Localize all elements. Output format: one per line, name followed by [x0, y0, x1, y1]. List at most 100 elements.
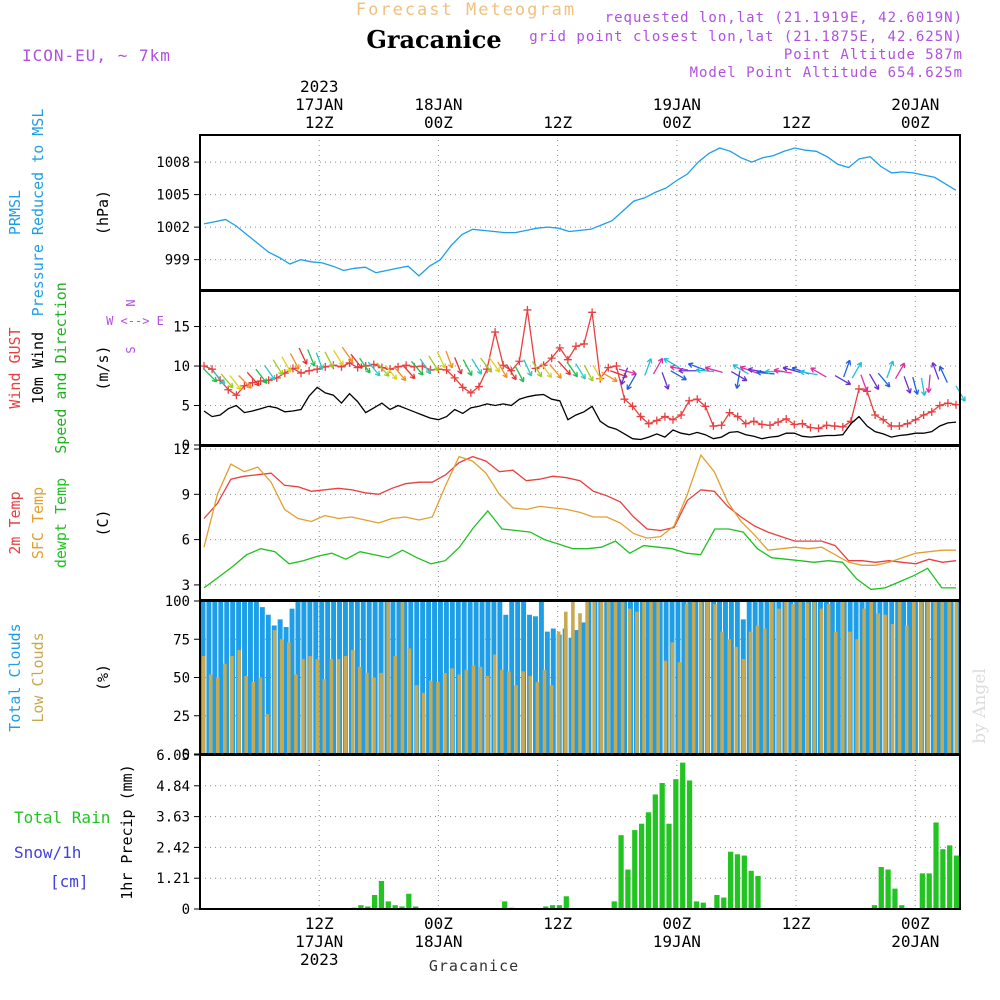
- panel-5: 0 1.21 2.42 3.63 4.84 6.05 1hr Precip (mm) Tota…: [14, 748, 961, 918]
- low-cloud-bar: [287, 642, 291, 754]
- gust-marker: [830, 422, 839, 431]
- total-cloud-bar: [331, 601, 337, 754]
- y-tick-label: 50: [173, 671, 190, 687]
- low-cloud-bar: [613, 601, 618, 754]
- rain-bar: [892, 888, 898, 909]
- series-line-10m-wind: [203, 386, 957, 441]
- low-cloud-bar: [940, 601, 945, 754]
- y-axis-unit: (%): [94, 664, 112, 691]
- panel-4: 0 25 50 75 100 Total Clouds Low Clouds (%): [6, 594, 961, 763]
- total-cloud-bar: [723, 601, 728, 754]
- low-cloud-bar: [556, 631, 561, 754]
- low-cloud-bar: [741, 659, 746, 754]
- top-time-label: 12Z: [782, 113, 811, 132]
- wind-direction-arrow: [931, 362, 940, 380]
- total-cloud-bar: [497, 601, 503, 754]
- low-cloud-bar: [727, 639, 731, 754]
- bottom-time-label: 18JAN: [414, 932, 462, 951]
- total-cloud-bar: [728, 601, 734, 754]
- wind-direction-arrow: [583, 364, 594, 382]
- wind-direction-arrow: [359, 357, 371, 374]
- y-axis-label: 2m Temp: [6, 491, 24, 554]
- gust-marker: [919, 410, 928, 419]
- gust-marker: [685, 396, 694, 405]
- low-cloud-bar: [329, 659, 334, 754]
- wind-direction-arrow: [480, 357, 493, 373]
- rain-bar: [947, 845, 953, 909]
- wind-direction-arrow: [281, 356, 292, 373]
- wind-direction-arrow: [238, 375, 252, 389]
- gust-marker: [491, 328, 500, 337]
- gust-marker: [539, 361, 548, 370]
- top-time-label: 17JAN: [295, 95, 343, 114]
- bottom-time-label: 17JAN: [295, 932, 343, 951]
- low-cloud-bar: [883, 614, 888, 754]
- gust-marker: [741, 419, 750, 428]
- low-cloud-bar: [663, 660, 668, 754]
- rain-bar: [358, 905, 364, 909]
- panel-3: 3 6 9 12 2m Temp SFC Temp dewpt Temp (C): [6, 442, 961, 601]
- low-cloud-bar: [720, 631, 724, 754]
- y-axis-unit: (hPa): [94, 190, 112, 235]
- rain-bar: [741, 855, 747, 909]
- total-cloud-bar: [942, 601, 948, 754]
- wind-direction-arrow: [663, 357, 680, 369]
- wind-direction-arrow: [255, 368, 268, 384]
- rain-bar: [659, 783, 665, 909]
- top-time-label: 00Z: [424, 113, 453, 132]
- gust-marker: [854, 384, 863, 393]
- rain-bar: [926, 873, 932, 909]
- low-cloud-bar: [478, 666, 483, 754]
- y-tick-label: 0: [182, 438, 190, 454]
- low-cloud-bar: [833, 631, 838, 754]
- rain-bar: [728, 851, 734, 909]
- total-cloud-bar: [467, 601, 473, 754]
- wind-direction-arrow: [851, 361, 862, 379]
- bottom-time-label: 12Z: [305, 914, 334, 933]
- wind-direction-arrow: [860, 374, 869, 393]
- low-cloud-bar: [585, 601, 589, 754]
- rain-bar: [919, 873, 925, 909]
- y-tick-label: 12: [173, 442, 190, 458]
- wind-direction-arrow: [670, 370, 687, 381]
- low-cloud-bar: [564, 611, 568, 754]
- low-cloud-bar: [386, 601, 390, 754]
- gust-marker: [677, 410, 686, 419]
- total-cloud-bar: [438, 601, 443, 754]
- rain-bar: [502, 901, 508, 909]
- gust-marker: [369, 360, 378, 369]
- low-cloud-bar: [656, 601, 660, 754]
- y-tick-label: 25: [173, 709, 190, 725]
- rain-bar: [714, 895, 720, 909]
- rain-bar: [371, 895, 378, 909]
- total-cloud-bar: [248, 601, 253, 754]
- gust-marker: [313, 365, 322, 374]
- gust-marker: [887, 422, 896, 431]
- wind-direction-arrow: [298, 347, 308, 365]
- wind-direction-arrow: [549, 364, 562, 379]
- low-cloud-bar: [819, 608, 824, 754]
- gust-marker: [240, 381, 249, 390]
- model-label: ICON-EU, ~ 7km: [22, 46, 171, 65]
- y-axis-label: Low Clouds: [29, 632, 47, 722]
- gust-marker: [612, 362, 621, 371]
- total-cloud-bar: [871, 601, 877, 754]
- total-cloud-bar: [752, 601, 758, 754]
- gust-marker: [305, 366, 314, 375]
- total-cloud-bar: [865, 601, 871, 754]
- series-line-dewpt-temp: [203, 509, 956, 591]
- low-cloud-bar: [642, 601, 646, 754]
- total-cloud-bar: [580, 622, 586, 754]
- total-cloud-bar: [420, 601, 426, 754]
- requested-coords: requested lon,lat (21.1919E, 42.6019N): [605, 10, 963, 26]
- low-cloud-bar: [848, 631, 852, 754]
- gust-marker: [571, 342, 580, 351]
- y-tick-label: 0: [182, 902, 190, 918]
- rain-bar: [365, 906, 371, 909]
- y-axis-label: dewpt Temp: [52, 478, 70, 568]
- wind-direction-arrow: [869, 373, 880, 391]
- low-cloud-bar: [947, 601, 952, 754]
- wind-direction-arrow: [540, 362, 553, 379]
- total-cloud-bar: [325, 601, 331, 754]
- wind-direction-arrow: [212, 370, 226, 385]
